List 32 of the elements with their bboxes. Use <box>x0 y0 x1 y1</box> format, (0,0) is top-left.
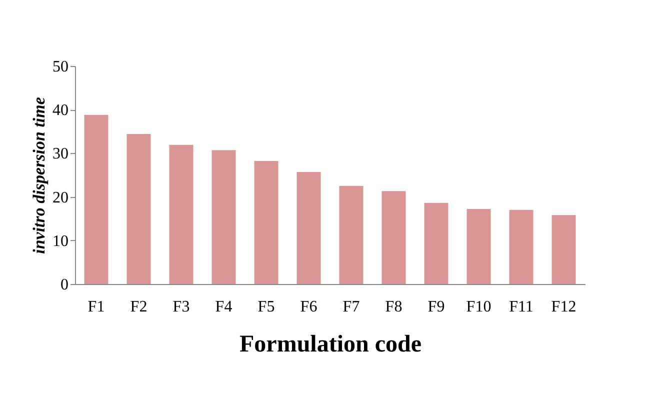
bar <box>509 210 534 284</box>
y-tick-label: 20 <box>52 189 68 206</box>
x-tick-label: F4 <box>215 298 232 316</box>
bar <box>169 144 194 284</box>
x-tick-label: F1 <box>88 298 105 316</box>
x-tick-label: F2 <box>130 298 148 316</box>
bar <box>466 209 491 284</box>
bar <box>296 172 321 284</box>
bar <box>126 134 151 284</box>
bar <box>552 215 576 284</box>
y-axis-title: invitro dispersion time <box>30 96 48 254</box>
y-tick-label: 50 <box>52 58 68 76</box>
x-tick-label: F9 <box>428 298 445 316</box>
x-tick-label: F3 <box>172 298 190 316</box>
x-tick-label: F8 <box>385 298 402 316</box>
bar <box>254 161 278 284</box>
y-tick-label: 0 <box>60 276 68 294</box>
bar <box>84 114 108 284</box>
bar <box>424 202 448 284</box>
x-tick-label: F5 <box>258 298 275 316</box>
bar <box>212 150 236 284</box>
x-tick-label: F12 <box>551 298 576 316</box>
bar <box>382 191 406 284</box>
y-tick-label: 30 <box>52 146 68 163</box>
bar <box>339 186 364 284</box>
x-tick-label: F11 <box>509 298 534 316</box>
y-tick-label: 10 <box>52 232 68 250</box>
x-tick-label: F10 <box>466 298 492 316</box>
x-axis-title: Formulation code <box>240 332 422 358</box>
x-tick-label: F6 <box>300 298 318 316</box>
y-tick-label: 40 <box>52 102 68 120</box>
x-tick-label: F7 <box>342 298 360 316</box>
